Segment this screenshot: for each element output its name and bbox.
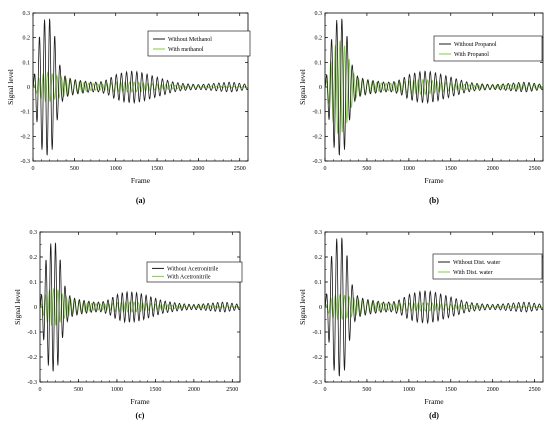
y-tick-label: -0.2 <box>313 355 323 361</box>
y-axis-title: Signal level <box>298 289 307 325</box>
x-tick-label: 2000 <box>487 166 499 172</box>
y-tick-label: 0.1 <box>315 280 323 286</box>
legend-box <box>433 35 543 62</box>
x-tick-label: 1000 <box>403 166 415 172</box>
x-tick-label: 2500 <box>234 166 246 172</box>
x-tick-label: 2000 <box>188 387 200 393</box>
chart-panel-b: -0.3 -0.2 -0.1 0 0.1 0.2 0.3 0 500 1000 1500 2000 25… <box>298 11 544 205</box>
chart-panel-d: -0.3 -0.2 -0.1 0 0.1 0.2 0.3 0 500 1000 1500 2000 25… <box>298 230 544 420</box>
legend-box <box>147 30 251 57</box>
y-tick-label: -0.2 <box>28 355 38 361</box>
y-axis-title: Signal level <box>298 69 307 105</box>
y-tick-label: -0.1 <box>21 110 31 116</box>
y-tick-label: 0 <box>319 85 322 91</box>
y-tick-label: 0.3 <box>315 11 323 17</box>
x-axis-title: Frame <box>424 176 444 185</box>
panel-label: (c) <box>136 411 145 420</box>
y-tick-label: -0.3 <box>21 159 31 165</box>
legend-label: Without Propanol <box>454 42 497 48</box>
series-line-without <box>324 237 544 377</box>
y-tick-label: -0.2 <box>313 134 323 140</box>
y-tick-label: -0.1 <box>313 330 323 336</box>
x-tick-label: 2500 <box>529 387 541 393</box>
series-line-without <box>324 18 544 156</box>
x-tick-label: 2500 <box>529 166 541 172</box>
y-tick-label: 0 <box>319 305 322 311</box>
x-tick-label: 500 <box>74 387 83 393</box>
x-tick-label: 1500 <box>445 387 457 393</box>
x-tick-label: 2000 <box>192 166 204 172</box>
x-tick-label: 0 <box>324 387 327 393</box>
legend-label: Without Methanol <box>168 37 212 43</box>
series-line-without <box>39 242 241 372</box>
x-tick-label: 1500 <box>151 166 163 172</box>
x-tick-label: 1500 <box>149 387 161 393</box>
panel-label: (b) <box>429 196 439 205</box>
legend-label: Without Acetronitrile <box>167 266 219 272</box>
y-tick-label: 0.1 <box>315 60 323 66</box>
legend-label: Without Dist. water <box>453 260 500 266</box>
x-tick-label: 1000 <box>110 166 122 172</box>
legend-box <box>432 253 543 280</box>
x-axis-title: Frame <box>130 397 150 406</box>
y-tick-label: -0.1 <box>313 110 323 116</box>
series-line-without <box>32 18 249 156</box>
panel-label: (d) <box>429 411 439 420</box>
y-axis-title: Signal level <box>13 289 22 325</box>
x-tick-label: 500 <box>362 387 371 393</box>
x-tick-label: 500 <box>362 166 371 172</box>
x-tick-label: 1000 <box>403 387 415 393</box>
y-tick-label: 0.3 <box>315 230 323 236</box>
chart-panel-a: -0.3 -0.2 -0.1 0 0.1 0.2 0.3 0 500 1000 1500 2000 25… <box>6 11 251 205</box>
legend-box <box>146 261 243 283</box>
y-tick-label: 0.1 <box>30 280 38 286</box>
x-tick-label: 2500 <box>226 387 238 393</box>
x-tick-label: 0 <box>324 166 327 172</box>
chart-panel-c: -0.3 -0.2 -0.1 0 0.1 0.2 0.3 0 500 1000 1500 2000 25… <box>13 230 243 420</box>
x-axis-title: Frame <box>424 397 444 406</box>
x-axis-title: Frame <box>131 176 151 185</box>
legend-label: With Acetronitrile <box>167 274 211 280</box>
x-tick-label: 500 <box>70 166 79 172</box>
y-axis-title: Signal level <box>6 69 15 105</box>
x-tick-label: 0 <box>39 387 42 393</box>
y-tick-label: -0.3 <box>28 380 38 386</box>
y-tick-label: 0.3 <box>23 11 31 17</box>
legend-label: With methanol <box>168 47 204 53</box>
x-tick-label: 1000 <box>111 387 123 393</box>
y-tick-label: 0.2 <box>315 255 323 261</box>
y-tick-label: 0 <box>34 305 37 311</box>
legend-label: With Dist. water <box>453 270 493 276</box>
y-tick-label: -0.3 <box>313 380 323 386</box>
y-tick-label: 0 <box>27 85 30 91</box>
x-tick-label: 1500 <box>445 166 457 172</box>
y-tick-label: 0.3 <box>30 230 38 236</box>
y-tick-label: 0.2 <box>315 36 323 42</box>
y-tick-label: 0.1 <box>23 60 31 66</box>
x-tick-label: 0 <box>32 166 35 172</box>
y-tick-label: 0.2 <box>30 255 38 261</box>
y-tick-label: -0.2 <box>21 134 31 140</box>
panel-label: (a) <box>136 196 146 205</box>
y-tick-label: -0.3 <box>313 159 323 165</box>
legend-label: With Propanol <box>454 52 489 58</box>
x-tick-label: 2000 <box>487 387 499 393</box>
y-tick-label: 0.2 <box>23 36 31 42</box>
y-tick-label: -0.1 <box>28 330 38 336</box>
